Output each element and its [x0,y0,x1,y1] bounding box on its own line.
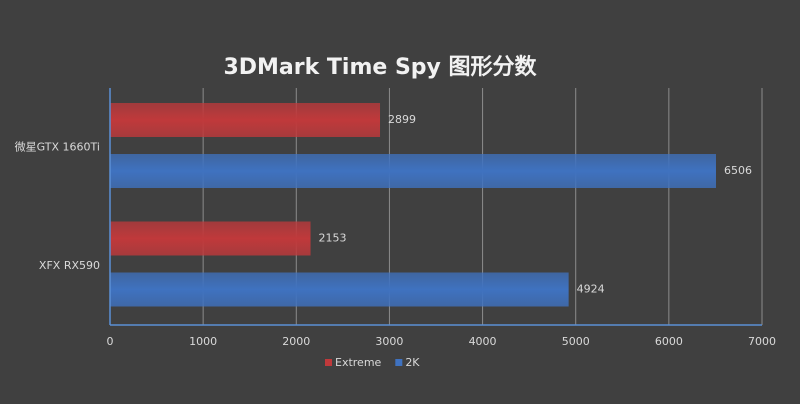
legend-label: Extreme [335,356,382,369]
value-label: 2153 [319,232,347,245]
bars [110,103,716,307]
bar [110,272,569,307]
x-tick-label: 7000 [748,335,776,348]
x-tick-label: 1000 [189,335,217,348]
x-tick-label: 2000 [282,335,310,348]
chart-title: 3DMark Time Spy 图形分数 [223,54,537,80]
x-tick-label: 6000 [655,335,683,348]
value-label: 6506 [724,164,752,177]
y-tick-label: XFX RX590 [39,259,100,272]
bar [110,221,311,256]
x-tick-label: 3000 [375,335,403,348]
x-tick-label: 0 [107,335,114,348]
bar [110,154,716,188]
bar [110,103,381,137]
x-tick-label: 5000 [562,335,590,348]
x-tick-label: 4000 [469,335,497,348]
legend-swatch [395,359,403,366]
y-tick-label: 微星GTX 1660Ti [15,139,100,153]
legend-label: 2K [405,356,420,369]
value-label: 2899 [388,113,416,126]
legend-swatch [325,359,332,366]
value-label: 4924 [577,283,605,296]
